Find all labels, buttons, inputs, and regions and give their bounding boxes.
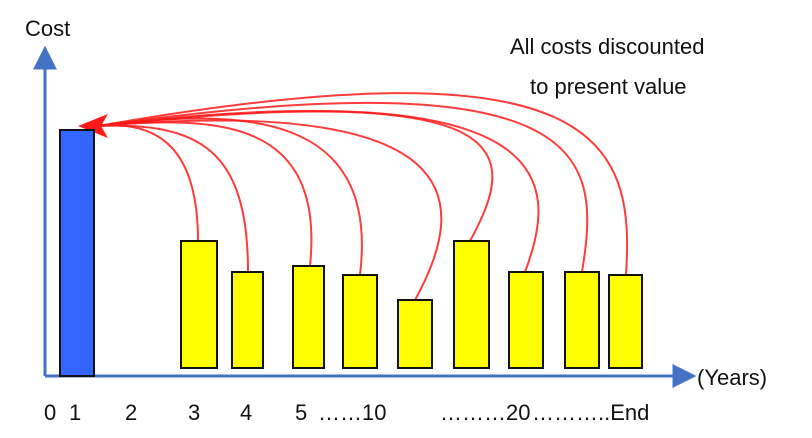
future-cost-bar: [342, 274, 378, 369]
x-tick-label: 0: [44, 400, 56, 425]
x-tick-label: 4: [240, 400, 252, 425]
x-tick-label: 3: [188, 400, 200, 425]
future-cost-bar: [292, 265, 325, 369]
future-cost-bar: [508, 271, 544, 369]
future-cost-bar: [608, 274, 643, 369]
x-tick-label: ……10: [318, 400, 386, 425]
x-tick-label: 5: [295, 400, 307, 425]
future-cost-bars: [180, 240, 643, 369]
present-value-arrowhead: [78, 114, 108, 138]
x-tick-labels: 0 1 2 3 4 5 ……10 ………20 ………..End: [44, 400, 649, 425]
initial-cost-bar: [59, 129, 95, 377]
future-cost-bar: [180, 240, 218, 369]
future-cost-bar: [231, 271, 264, 369]
y-axis-title: Cost: [25, 16, 70, 41]
x-tick-label: 2: [125, 400, 137, 425]
discount-arrow-year-end-a: [97, 101, 589, 273]
discount-arrow-year-4: [97, 124, 249, 273]
future-cost-bar: [453, 240, 490, 369]
future-cost-bar: [564, 271, 600, 369]
discount-arrow-year-10b: [97, 119, 443, 301]
x-tick-label: ………..End: [532, 400, 649, 425]
annotation-line-1: All costs discounted: [510, 34, 704, 59]
discount-arrow-year-end-b: [97, 92, 629, 276]
discount-arrow-year-20a: [97, 110, 494, 242]
discount-arrow-year-10a: [97, 117, 363, 276]
x-axis-unit-label: (Years): [697, 365, 767, 390]
annotation-line-2: to present value: [530, 74, 687, 99]
discount-arrows: [97, 92, 629, 301]
future-cost-bar: [397, 299, 433, 369]
discount-arrow-year-20b: [97, 109, 540, 273]
discount-arrow-year-3: [97, 124, 199, 242]
x-tick-label: ………20: [440, 400, 530, 425]
x-tick-label: 1: [69, 400, 81, 425]
